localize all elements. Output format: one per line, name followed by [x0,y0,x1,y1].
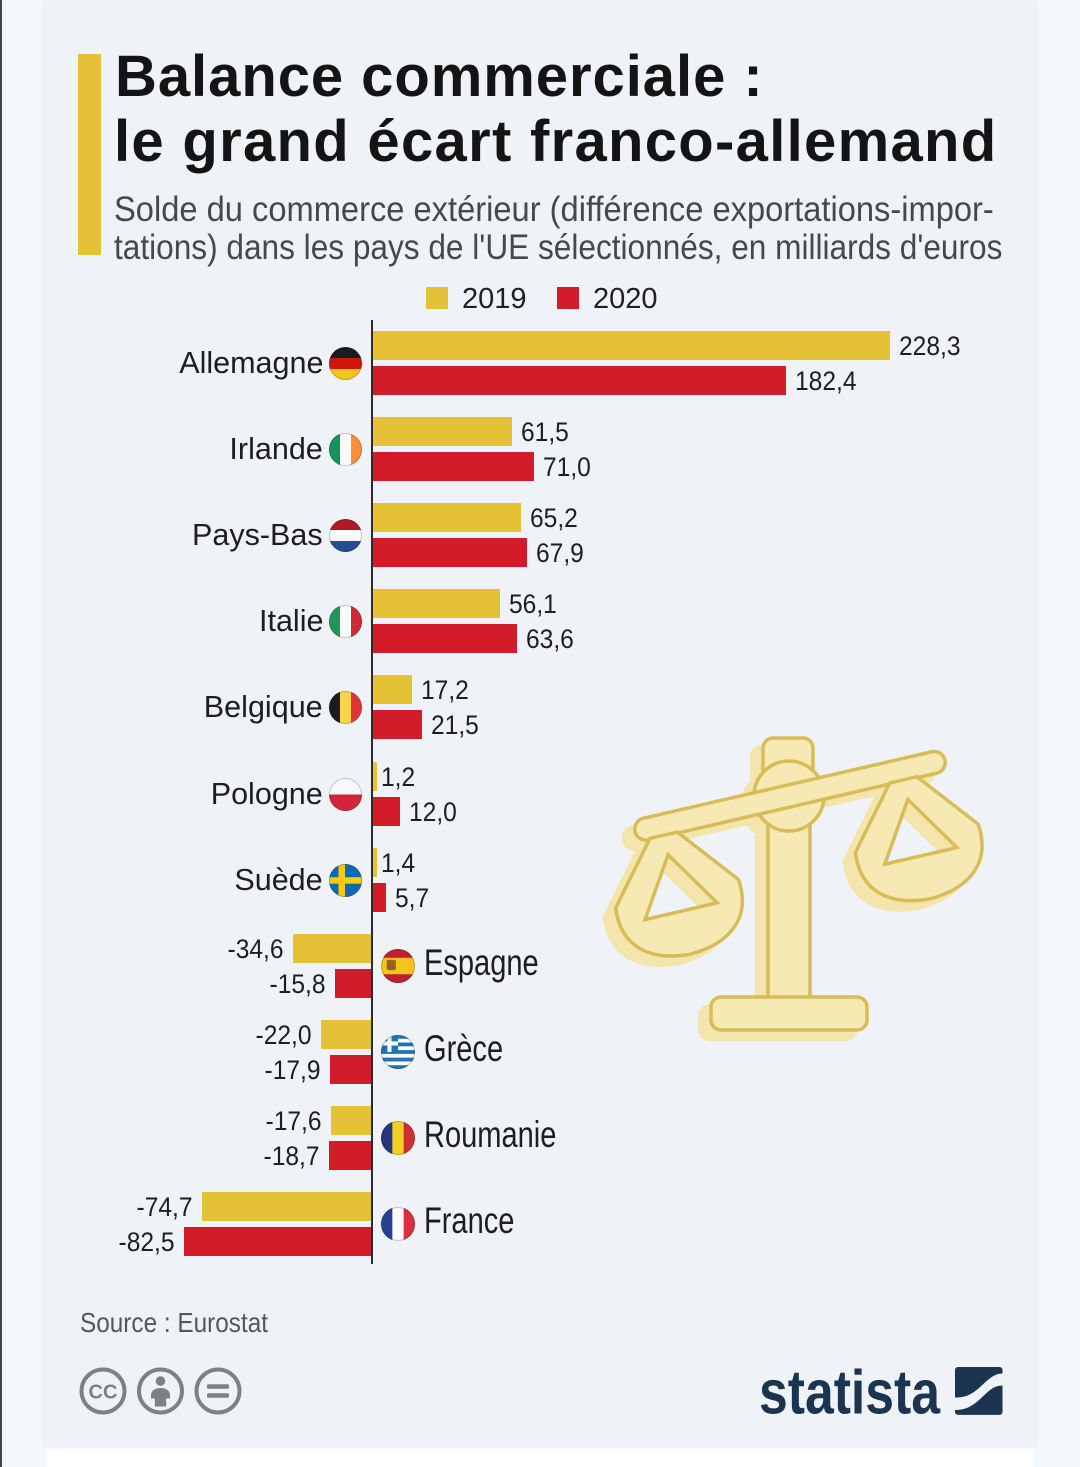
svg-text:CC: CC [89,1382,118,1404]
svg-text:statista: statista [759,1360,940,1420]
